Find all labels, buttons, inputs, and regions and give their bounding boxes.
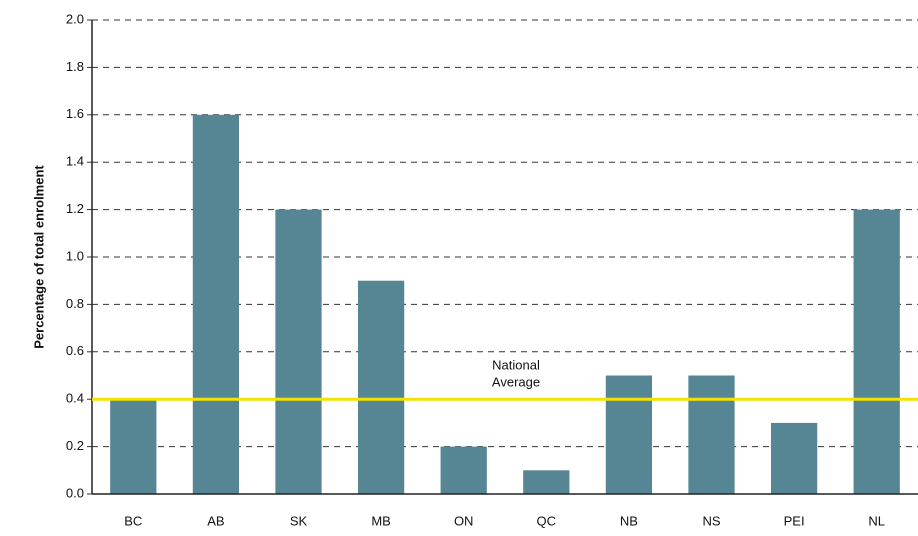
bar [688, 375, 735, 494]
bar [853, 209, 900, 494]
bar [605, 375, 653, 494]
x-tick-label: ON [454, 513, 474, 528]
bar [275, 209, 322, 494]
bar [440, 446, 487, 494]
x-tick-label: MB [371, 513, 391, 528]
x-tick-label: PEI [784, 513, 805, 528]
reference-label: National [492, 358, 540, 373]
y-tick-label: 0.8 [66, 296, 84, 311]
y-axis-label: Percentage of total enrolment [31, 165, 46, 349]
bar [770, 422, 818, 494]
x-tick-label: NL [868, 513, 885, 528]
y-tick-label: 0.2 [66, 438, 84, 453]
y-tick-label: 0.0 [66, 485, 84, 500]
y-tick-label: 1.0 [66, 248, 84, 263]
x-tick-label: AB [207, 513, 224, 528]
bar [110, 399, 157, 494]
y-tick-label: 1.2 [66, 201, 84, 216]
y-tick-label: 0.6 [66, 343, 84, 358]
x-tick-label: BC [124, 513, 142, 528]
reference-label: Average [492, 375, 540, 390]
x-tick-label: SK [290, 513, 308, 528]
y-tick-label: 0.4 [66, 391, 84, 406]
x-tick-label: NB [620, 513, 638, 528]
y-tick-label: 2.0 [66, 11, 84, 26]
bar [192, 114, 240, 495]
y-tick-label: 1.6 [66, 106, 84, 121]
x-tick-label: QC [537, 513, 557, 528]
y-tick-label: 1.8 [66, 59, 84, 74]
bar [357, 280, 405, 494]
y-tick-label: 1.4 [66, 154, 84, 169]
x-tick-label: NS [702, 513, 720, 528]
bar [523, 470, 570, 494]
